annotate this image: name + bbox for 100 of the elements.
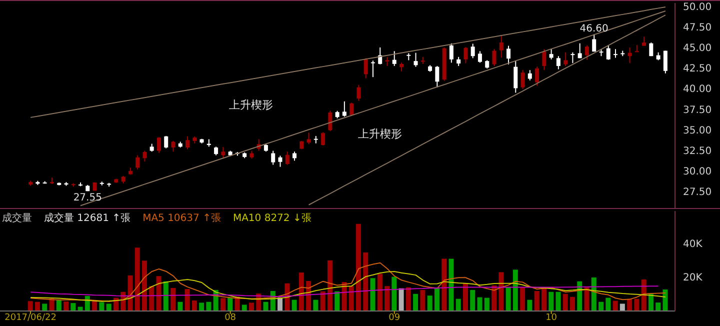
- bar: [634, 298, 640, 311]
- bar: [470, 290, 476, 311]
- bar: [128, 275, 133, 311]
- bar: [406, 287, 411, 311]
- x-tick-label: 10: [546, 313, 558, 323]
- candlestick: [592, 34, 596, 52]
- candlestick: [642, 36, 646, 46]
- y-tick-label: 32.50: [683, 146, 712, 157]
- candlestick: [278, 155, 282, 168]
- bar: [242, 304, 247, 311]
- candlestick: [606, 44, 610, 60]
- bar: [612, 300, 618, 311]
- annotation: 成交量 12681 ↑張: [44, 212, 131, 225]
- x-tick-label: 2017/06/22: [4, 313, 57, 323]
- bar: [570, 296, 575, 311]
- chart-title: 成交量: [2, 212, 32, 225]
- x-tick-label: 08: [224, 313, 236, 323]
- bar: [498, 272, 504, 311]
- line-series: [30, 262, 666, 302]
- y-tick-label: 20K: [683, 272, 703, 284]
- candlestick: [506, 45, 511, 65]
- bar: [163, 281, 168, 311]
- candlestick: [549, 48, 554, 60]
- bar: [527, 300, 532, 311]
- bar: [248, 302, 254, 311]
- candlestick: [564, 52, 568, 66]
- candlestick: [271, 150, 276, 166]
- y-tick-label: 37.50: [683, 104, 712, 116]
- bar: [184, 288, 190, 311]
- bar: [477, 297, 482, 311]
- candlestick: [663, 50, 668, 74]
- bar: [662, 290, 668, 311]
- bar: [541, 287, 546, 311]
- bar: [134, 248, 140, 311]
- candlestick: [628, 46, 632, 64]
- candlestick: [435, 65, 440, 88]
- y-tick-label: 40.00: [683, 84, 712, 96]
- bar: [199, 302, 204, 311]
- candlestick: [570, 52, 575, 64]
- bar: [462, 283, 468, 311]
- bar: [334, 291, 340, 311]
- bar: [34, 302, 40, 311]
- candlestick: [528, 70, 532, 81]
- annotation: 46.60: [580, 23, 608, 34]
- bar: [656, 302, 661, 311]
- candlestick: [321, 132, 326, 146]
- line-series: [30, 6, 666, 118]
- bar: [420, 290, 426, 311]
- line-series: [30, 271, 666, 302]
- y-tick-label: 30.00: [683, 166, 712, 178]
- bar: [606, 298, 611, 311]
- bar: [512, 270, 518, 311]
- bar: [377, 274, 382, 311]
- bar: [448, 258, 454, 311]
- bar: [70, 303, 76, 311]
- y-tick-label: 45.00: [683, 43, 712, 54]
- bar: [620, 304, 625, 311]
- bar: [562, 294, 568, 311]
- candlestick: [136, 154, 140, 170]
- candlestick: [499, 34, 504, 58]
- y-tick-label: 47.50: [683, 22, 712, 34]
- candlestick: [350, 102, 354, 116]
- annotation: 上升楔形: [229, 98, 273, 112]
- candlestick: [649, 42, 654, 57]
- bar: [556, 292, 561, 311]
- bar: [327, 260, 332, 311]
- candlestick: [142, 150, 147, 162]
- candlestick: [584, 44, 589, 60]
- bar: [534, 291, 540, 311]
- bar: [192, 300, 197, 311]
- bar: [149, 286, 154, 311]
- y-tick-label: 40K: [683, 238, 703, 250]
- y-tick-label: 42.50: [683, 64, 712, 75]
- bar: [427, 296, 432, 311]
- candlestick: [342, 100, 346, 118]
- bar: [292, 300, 297, 311]
- bar: [228, 297, 233, 311]
- bar: [434, 288, 440, 311]
- candlestick: [221, 146, 226, 159]
- candlestick: [414, 52, 418, 68]
- candlestick: [470, 43, 475, 59]
- bar: [492, 285, 497, 311]
- bar: [28, 301, 33, 311]
- candlestick: [306, 132, 311, 145]
- bar: [64, 302, 69, 311]
- bar: [456, 298, 461, 311]
- annotation: 上升楔形: [358, 128, 402, 140]
- candlestick: [634, 44, 639, 52]
- candlestick: [535, 66, 540, 86]
- y-tick-label: 35.00: [683, 125, 712, 136]
- candlestick: [449, 42, 454, 64]
- bar: [484, 298, 490, 311]
- bar: [591, 277, 596, 311]
- bar: [370, 278, 376, 311]
- candlestick: [186, 136, 190, 150]
- bar: [356, 224, 361, 311]
- bar: [384, 286, 390, 311]
- candlestick: [164, 135, 168, 149]
- bar: [263, 302, 268, 311]
- bar: [548, 292, 554, 311]
